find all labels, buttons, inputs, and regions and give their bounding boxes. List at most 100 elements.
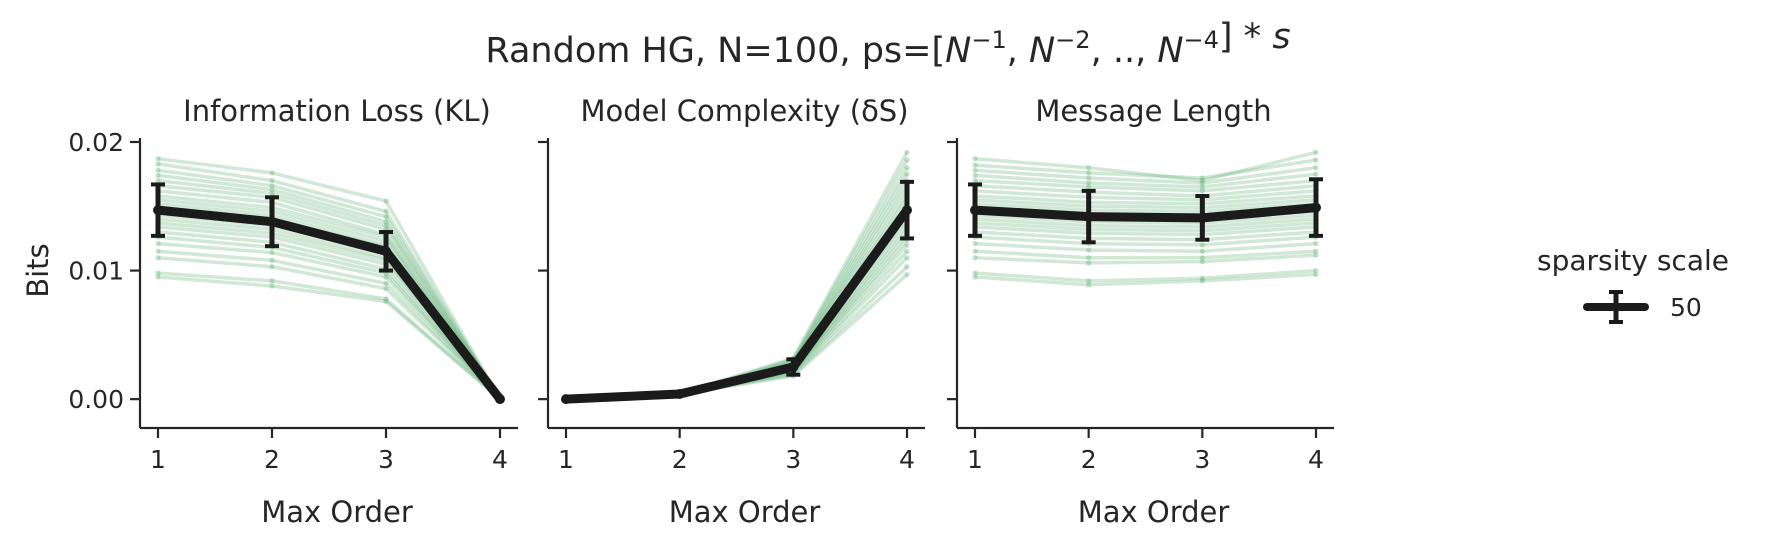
run-point [383, 198, 389, 204]
run-point [155, 274, 161, 280]
run-point [383, 213, 389, 220]
title-exponent: −1 [971, 26, 1006, 54]
run-point [155, 270, 161, 276]
run-point [269, 183, 275, 189]
run-line [157, 235, 502, 401]
run-point [383, 296, 389, 302]
run-point [904, 255, 910, 261]
x-tick-label: 2 [264, 445, 280, 474]
run-point [1199, 255, 1205, 261]
x-tick-label: 3 [378, 445, 394, 474]
y-tick-label: 0.02 [68, 128, 124, 157]
mean-point [674, 389, 685, 399]
run-point [1313, 165, 1319, 171]
run-point [904, 264, 910, 270]
run-point [1199, 177, 1205, 184]
mean-point [902, 205, 912, 216]
run-point [1199, 242, 1205, 248]
run-point [1199, 278, 1205, 284]
run-point [155, 161, 161, 167]
run-line [974, 241, 1317, 254]
run-point [1313, 271, 1319, 278]
run-line [974, 235, 1317, 247]
run-point [269, 264, 275, 270]
run-line [974, 268, 1317, 283]
run-point [1199, 248, 1205, 254]
mean-point [1083, 211, 1094, 222]
title-math-factor: s [1272, 17, 1290, 57]
run-point [904, 248, 910, 254]
x-axis-label: Max Order [261, 495, 413, 529]
run-line [157, 255, 502, 401]
x-tick-label: 3 [1194, 445, 1210, 474]
mean-point [153, 205, 163, 216]
run-line [974, 201, 1317, 214]
y-tick-label: 0.01 [68, 257, 124, 286]
mean-series [968, 177, 1323, 245]
run-point [1086, 282, 1092, 288]
run-line [974, 178, 1317, 193]
run-point [904, 165, 910, 171]
x-tick-label: 1 [558, 445, 574, 474]
run-line [974, 150, 1317, 183]
run-point [1086, 175, 1092, 181]
run-point [972, 167, 978, 173]
run-point [904, 149, 910, 155]
run-line [974, 189, 1317, 202]
run-point [269, 278, 275, 284]
run-point [1199, 180, 1205, 186]
mean-point [381, 246, 391, 257]
run-point [972, 162, 978, 168]
mean-point [788, 362, 799, 372]
title-math-base: N [1029, 31, 1055, 71]
run-point [1086, 260, 1092, 266]
run-line [974, 272, 1317, 287]
figure-title: Random HG, N=100, ps=[N−1, N−2, .., N−4]… [485, 17, 1290, 71]
run-point [269, 283, 275, 289]
run-line [974, 225, 1317, 237]
mean-point [561, 394, 571, 405]
run-point [269, 186, 275, 193]
run-line [974, 253, 1317, 265]
run-point [904, 157, 910, 163]
legend-title: sparsity scale [1537, 244, 1729, 277]
run-point [155, 255, 161, 261]
run-line [974, 172, 1317, 189]
run-line [974, 217, 1317, 229]
title-separator: , [1007, 31, 1029, 71]
x-tick-label: 3 [785, 445, 801, 474]
mean-point [1311, 202, 1321, 213]
run-point [972, 255, 978, 261]
run-point [1199, 184, 1205, 190]
run-point [972, 172, 978, 179]
run-line [157, 189, 502, 401]
x-tick-label: 4 [1308, 445, 1324, 474]
title-separator: , .., [1091, 31, 1158, 71]
run-point [269, 249, 275, 256]
x-tick-label: 2 [672, 445, 688, 474]
run-point [155, 240, 161, 247]
run-line [157, 275, 502, 401]
run-line [974, 213, 1317, 225]
run-point [383, 298, 389, 305]
run-point [904, 271, 910, 278]
x-tick-label: 4 [492, 445, 508, 474]
run-line [974, 194, 1317, 206]
mean-line [970, 203, 1321, 223]
run-line [157, 156, 502, 400]
run-point [1313, 248, 1319, 254]
run-line [974, 165, 1317, 185]
run-line [974, 230, 1317, 242]
run-point [972, 274, 978, 280]
x-tick-label: 4 [899, 445, 915, 474]
title-exponent: −2 [1055, 26, 1090, 54]
run-line [974, 221, 1317, 233]
run-line [157, 271, 502, 401]
run-line [157, 162, 502, 401]
run-line [157, 230, 502, 401]
run-point [1086, 255, 1092, 261]
legend: sparsity scale 50 [1537, 244, 1729, 324]
run-line [974, 183, 1317, 198]
run-point [1313, 240, 1319, 247]
panels: 0.00 0.01 0.02 1 2 3 4 Information Loss (KL) Max… [21, 94, 1334, 529]
